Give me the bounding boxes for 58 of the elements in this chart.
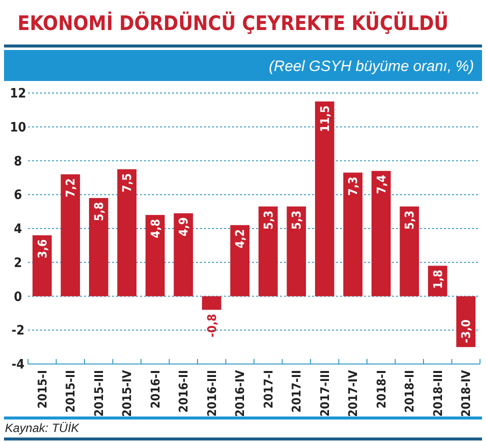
y-tick-label: 4 bbox=[14, 222, 22, 238]
bar bbox=[89, 198, 108, 296]
text: Kaynak: TÜİK bbox=[5, 421, 80, 435]
x-tick-label: 2017-II bbox=[290, 370, 304, 413]
x-tick-label: 2018-III bbox=[430, 370, 445, 417]
bar bbox=[146, 214, 165, 296]
data-label: 5,3 bbox=[290, 210, 304, 230]
data-label: 1,8 bbox=[430, 270, 445, 289]
x-tick-label: 2016-I bbox=[148, 370, 162, 409]
data-label: 7,2 bbox=[64, 178, 78, 198]
x-tick-label: 2015-IV bbox=[120, 369, 134, 417]
data-label: 7,4 bbox=[374, 174, 388, 194]
y-tick-label: 8 bbox=[14, 154, 22, 170]
x-tick-label: 2016-IV bbox=[233, 369, 248, 417]
data-label: -0,8 bbox=[204, 314, 219, 338]
bar bbox=[202, 296, 222, 310]
bar bbox=[258, 206, 278, 296]
y-tick-label: 10 bbox=[10, 120, 26, 136]
chart-subtitle: (Reel GSYH büyüme oranı, %) bbox=[268, 58, 474, 75]
x-tick-label: 2017-IV bbox=[346, 369, 360, 417]
x-tick-label: 2016-III bbox=[204, 370, 219, 417]
bar bbox=[400, 206, 419, 296]
data-label: -3,0 bbox=[459, 319, 474, 344]
y-tick-label: 6 bbox=[14, 188, 22, 204]
y-tick-label: -2 bbox=[12, 324, 24, 339]
y-tick-label: -4 bbox=[12, 358, 24, 373]
x-tick-label: 2018-IV bbox=[459, 369, 474, 417]
bar bbox=[230, 225, 250, 296]
bar bbox=[315, 101, 334, 296]
x-tick-label: 2017-I bbox=[261, 370, 276, 409]
x-tick-label: 2015-II bbox=[64, 370, 78, 413]
data-label: 7,3 bbox=[346, 176, 360, 196]
bar bbox=[286, 206, 306, 296]
bar bbox=[117, 169, 136, 296]
x-tick-label: 2018-I bbox=[374, 370, 388, 409]
data-label: 3,6 bbox=[35, 239, 50, 258]
bar bbox=[60, 174, 80, 296]
data-label: 5,3 bbox=[261, 210, 276, 230]
x-tick-label: 2015-III bbox=[92, 370, 106, 417]
data-label: 11,5 bbox=[318, 105, 332, 132]
data-label: 5,8 bbox=[92, 202, 106, 222]
x-tick-label: 2015-I bbox=[35, 370, 50, 409]
x-tick-label: 2018-II bbox=[402, 370, 417, 413]
data-label: 4,2 bbox=[233, 229, 248, 248]
data-label: 5,3 bbox=[402, 210, 417, 230]
y-tick-label: 2 bbox=[14, 256, 22, 271]
y-tick-label: 12 bbox=[10, 86, 26, 102]
bar bbox=[174, 213, 193, 296]
data-label: 4,9 bbox=[176, 217, 191, 236]
bar bbox=[343, 172, 362, 296]
x-tick-label: 2016-II bbox=[176, 370, 191, 413]
chart-title: EKONOMİ DÖRDÜNCÜ ÇEYREKTE KÜÇÜLDÜ bbox=[17, 11, 449, 35]
data-label: 4,8 bbox=[148, 218, 162, 238]
x-tick-label: 2017-III bbox=[318, 370, 332, 417]
bar bbox=[32, 235, 52, 296]
y-tick-label: 0 bbox=[14, 290, 22, 305]
bar bbox=[372, 170, 391, 296]
data-label: 7,5 bbox=[120, 173, 134, 192]
